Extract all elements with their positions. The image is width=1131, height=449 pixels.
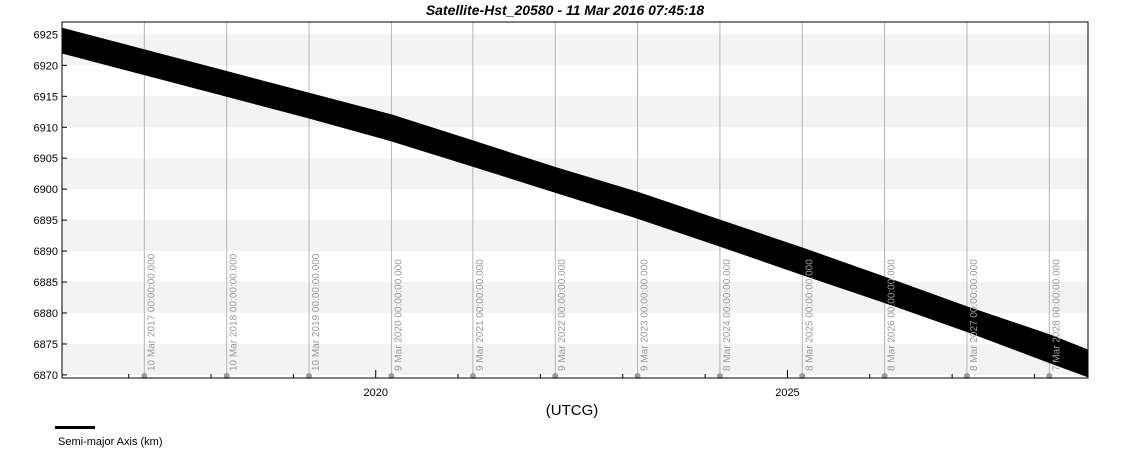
legend-label: Semi-major Axis (km) — [58, 436, 163, 448]
y-tick-label: 6880 — [34, 308, 58, 320]
plot-frame — [61, 21, 1089, 379]
event-label: 9 Mar 2023 00:00:00.000 — [640, 259, 651, 371]
event-label: 9 Mar 2021 00:00:00.000 — [475, 259, 486, 371]
grid-band — [62, 220, 1088, 252]
y-tick-label: 6910 — [34, 122, 58, 134]
grid-band — [62, 34, 1088, 66]
y-tick-label: 6875 — [34, 339, 58, 351]
background-bands — [62, 34, 1088, 375]
x-tick-label: 2025 — [775, 387, 799, 399]
y-tick-label: 6905 — [34, 153, 58, 165]
y-tick-label: 6885 — [34, 277, 58, 289]
x-tick-label: 2020 — [363, 387, 387, 399]
semi-major-axis-band — [61, 27, 1089, 378]
event-label: 8 Mar 2026 00:00:00.000 — [887, 259, 898, 371]
y-tick-label: 6900 — [34, 184, 58, 196]
y-tick-label: 6925 — [34, 29, 58, 41]
series-layer — [61, 27, 1089, 378]
event-label: 10 Mar 2017 00:00:00.000 — [146, 253, 157, 371]
y-tick-label: 6890 — [34, 246, 58, 258]
event-label: 7 Mar 2028 00:00:00.000 — [1051, 259, 1062, 371]
y-tick-label: 6895 — [34, 215, 58, 227]
chart-title: Satellite-Hst_20580 - 11 Mar 2016 07:45:… — [426, 2, 705, 18]
event-label: 10 Mar 2019 00:00:00.000 — [311, 253, 322, 371]
event-label: 9 Mar 2020 00:00:00.000 — [393, 259, 404, 371]
event-label: 8 Mar 2027 00:00:00.000 — [969, 259, 980, 371]
x-axis-label: (UTCG) — [546, 402, 599, 419]
y-tick-label: 6920 — [34, 60, 58, 72]
event-label: 8 Mar 2024 00:00:00.000 — [722, 259, 733, 371]
legend: Semi-major Axis (km) — [55, 426, 163, 448]
x-axis: 2020 2025 — [128, 370, 1035, 399]
grid-band — [62, 343, 1088, 375]
y-tick-label: 6915 — [34, 91, 58, 103]
event-label: 8 Mar 2025 00:00:00.000 — [804, 259, 815, 371]
event-labels: 10 Mar 2017 00:00:00.000 10 Mar 2018 00:0… — [146, 253, 1062, 371]
y-tick-label: 6870 — [34, 370, 58, 382]
event-label: 9 Mar 2022 00:00:00.000 — [557, 259, 568, 371]
event-label: 10 Mar 2018 00:00:00.000 — [229, 253, 240, 371]
y-axis: 6870 6875 6880 6885 6890 6895 6900 6905 6910 6915… — [34, 29, 67, 382]
legend-swatch — [55, 426, 95, 429]
grid-band — [62, 96, 1088, 128]
